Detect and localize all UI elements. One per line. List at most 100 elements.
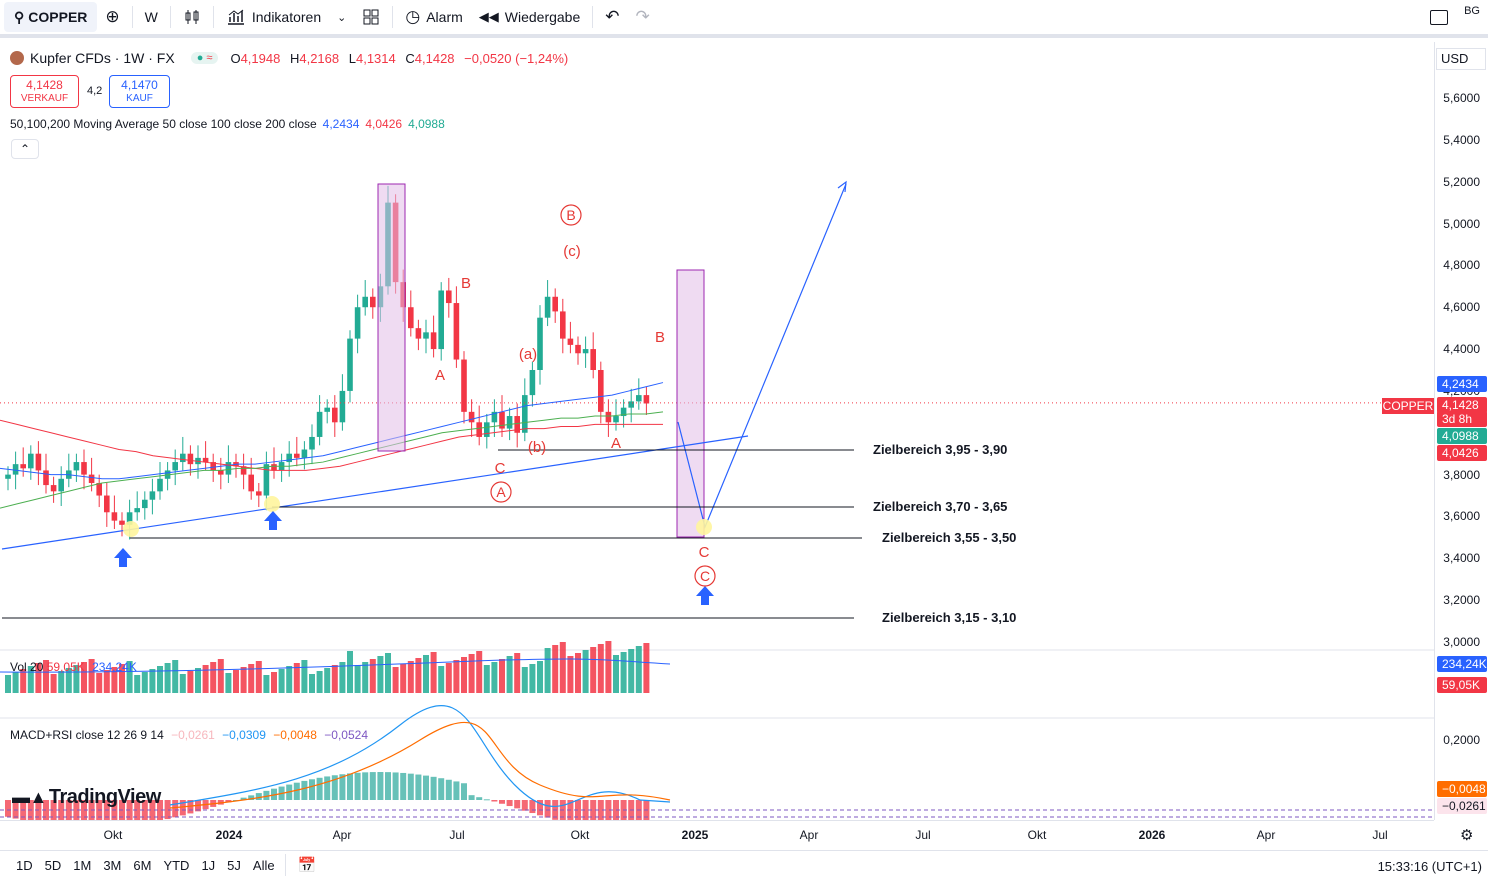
indicators-dropdown[interactable]: ⌄ bbox=[329, 2, 354, 32]
range-button-5d[interactable]: 5D bbox=[44, 857, 62, 873]
candle-body bbox=[438, 290, 444, 350]
ohlc-values: O4,1948 H4,2168 L4,1314 C4,1428 −0,0520 … bbox=[230, 51, 574, 66]
volume-bar bbox=[43, 660, 49, 693]
range-button-3m[interactable]: 3M bbox=[103, 857, 122, 873]
range-button-1j[interactable]: 1J bbox=[201, 857, 216, 873]
price-tick: 3,2000 bbox=[1443, 593, 1480, 608]
price-tick: 4,6000 bbox=[1443, 300, 1480, 315]
interval-button[interactable]: W bbox=[137, 2, 166, 32]
volume-bar bbox=[423, 655, 429, 693]
candle-body bbox=[605, 411, 612, 423]
undo-button[interactable]: ↶ bbox=[597, 2, 627, 32]
macd-histogram-bar bbox=[354, 772, 361, 800]
layouts-button[interactable] bbox=[354, 2, 388, 32]
symbol-legend: Kupfer CFDs · 1W · FX ● ≈ O4,1948 H4,216… bbox=[10, 50, 574, 66]
price-axis[interactable]: 5,6000 5,4000 5,2000 5,0000 4,8000 4,6000 4,40… bbox=[1434, 42, 1488, 820]
macd-histogram-bar bbox=[324, 776, 331, 800]
highlight-zone bbox=[377, 183, 406, 452]
volume-bar bbox=[506, 656, 513, 693]
volume-bar bbox=[400, 664, 407, 693]
volume-bar bbox=[575, 653, 581, 693]
symbol-title[interactable]: Kupfer CFDs · 1W · FX bbox=[30, 50, 175, 66]
volume-bar bbox=[643, 643, 650, 693]
candle-body bbox=[81, 462, 87, 475]
replay-button[interactable]: ◀◀ Wiedergabe bbox=[471, 2, 589, 32]
volume-bar bbox=[544, 648, 551, 693]
macd-signal-price-label: −0,0048 bbox=[1437, 781, 1487, 797]
time-tick: Okt bbox=[1027, 828, 1047, 842]
range-button-6m[interactable]: 6M bbox=[133, 857, 152, 873]
calendar-icon: 📅 bbox=[297, 856, 317, 874]
market-status-badge[interactable]: ● ≈ bbox=[190, 52, 219, 64]
candle-body bbox=[104, 495, 110, 513]
wave-label: C bbox=[699, 544, 710, 561]
grid-icon bbox=[363, 9, 379, 25]
collapse-legend-button[interactable]: ⌃ bbox=[11, 139, 39, 159]
trend-line bbox=[1, 435, 749, 550]
ma-legend[interactable]: 50,100,200 Moving Average 50 close 100 c… bbox=[10, 117, 445, 131]
candle-body bbox=[529, 370, 536, 396]
range-selector: 1D 5D 1M 3M 6M YTD 1J 5J Alle bbox=[10, 858, 281, 873]
volume-bar bbox=[392, 667, 399, 693]
volume-bar bbox=[263, 675, 270, 693]
macd-histogram-bar bbox=[141, 800, 148, 820]
clock[interactable]: 15:33:16 (UTC+1) bbox=[1377, 859, 1482, 874]
macd-histogram-bar bbox=[438, 778, 445, 800]
candles-group bbox=[5, 185, 650, 540]
redo-button[interactable]: ↷ bbox=[628, 2, 658, 32]
compare-button[interactable]: ⊕ bbox=[97, 2, 127, 32]
separator bbox=[212, 6, 214, 28]
range-button-5j[interactable]: 5J bbox=[227, 857, 241, 873]
ma200-value: 4,0988 bbox=[408, 117, 445, 131]
time-tick: Jul bbox=[1372, 828, 1388, 842]
last-price-label: 4,1428 bbox=[1437, 397, 1487, 413]
macd-histogram-bar bbox=[400, 772, 407, 800]
macd-histogram-bar bbox=[605, 800, 612, 820]
range-button-1d[interactable]: 1D bbox=[16, 857, 33, 873]
time-tick: Apr bbox=[799, 828, 819, 842]
volume-legend[interactable]: Vol 20 59,05K 234,24K bbox=[10, 660, 137, 674]
date-range-button[interactable]: 📅 bbox=[298, 856, 317, 875]
target-zone-label: Zielbereich 3,95 - 3,90 bbox=[873, 442, 1007, 457]
settings-gear-icon[interactable]: ⚙ bbox=[1460, 827, 1474, 844]
candle-body bbox=[544, 296, 551, 318]
replay-label: Wiedergabe bbox=[504, 9, 581, 25]
volume-bar bbox=[73, 665, 80, 693]
candle-body bbox=[620, 407, 627, 417]
separator bbox=[131, 6, 133, 28]
range-button-alle[interactable]: Alle bbox=[252, 857, 275, 873]
buy-label: KAUF bbox=[126, 93, 153, 104]
macd-histogram-bar bbox=[301, 780, 308, 800]
highlight-marker bbox=[696, 519, 712, 535]
macd-histogram-bar bbox=[423, 775, 429, 800]
wave-circle bbox=[490, 481, 512, 503]
volume-bar bbox=[217, 659, 224, 693]
price-chart[interactable]: Zielbereich 3,95 - 3,90 Zielbereich 3,70 … bbox=[0, 42, 1434, 820]
macd-histogram-bar bbox=[377, 772, 384, 800]
candle-body bbox=[248, 474, 254, 492]
macd-tick: 0,2000 bbox=[1443, 733, 1480, 747]
fullscreen-button[interactable] bbox=[1422, 2, 1456, 32]
tradingview-logo[interactable]: ▬▲ TradingView bbox=[12, 786, 161, 809]
range-button-ytd[interactable]: YTD bbox=[163, 857, 190, 873]
chart-type-button[interactable] bbox=[175, 2, 209, 32]
candle-body bbox=[590, 349, 596, 370]
time-tick: Apr bbox=[1256, 828, 1276, 842]
macd-histogram-bar bbox=[590, 800, 597, 820]
sell-button[interactable]: 4,1428 VERKAUF bbox=[10, 75, 79, 108]
range-button-1m[interactable]: 1M bbox=[73, 857, 92, 873]
symbol-search-button[interactable]: ⚲ COPPER bbox=[4, 2, 98, 32]
separator bbox=[284, 854, 286, 876]
macd-legend[interactable]: MACD+RSI close 12 26 9 14 −0,0261 −0,030… bbox=[10, 728, 368, 742]
indicators-button[interactable]: Indikatoren bbox=[218, 2, 329, 32]
user-badge[interactable]: BG bbox=[1456, 1, 1488, 33]
buy-button[interactable]: 4,1470 KAUF bbox=[109, 75, 170, 108]
ma200-line bbox=[0, 411, 664, 509]
time-axis[interactable]: Okt 2024 Apr Jul Okt 2025 Apr Jul Okt 2026 Apr Jul bbox=[0, 820, 1434, 848]
volume-bar bbox=[255, 661, 262, 693]
target-zone-label: Zielbereich 3,55 - 3,50 bbox=[882, 530, 1016, 545]
alert-button[interactable]: ◷ Alarm bbox=[397, 2, 470, 32]
wave-icon: ≈ bbox=[206, 52, 213, 64]
currency-button[interactable]: USD bbox=[1436, 48, 1486, 70]
user-badge-label: BG bbox=[1464, 5, 1480, 17]
